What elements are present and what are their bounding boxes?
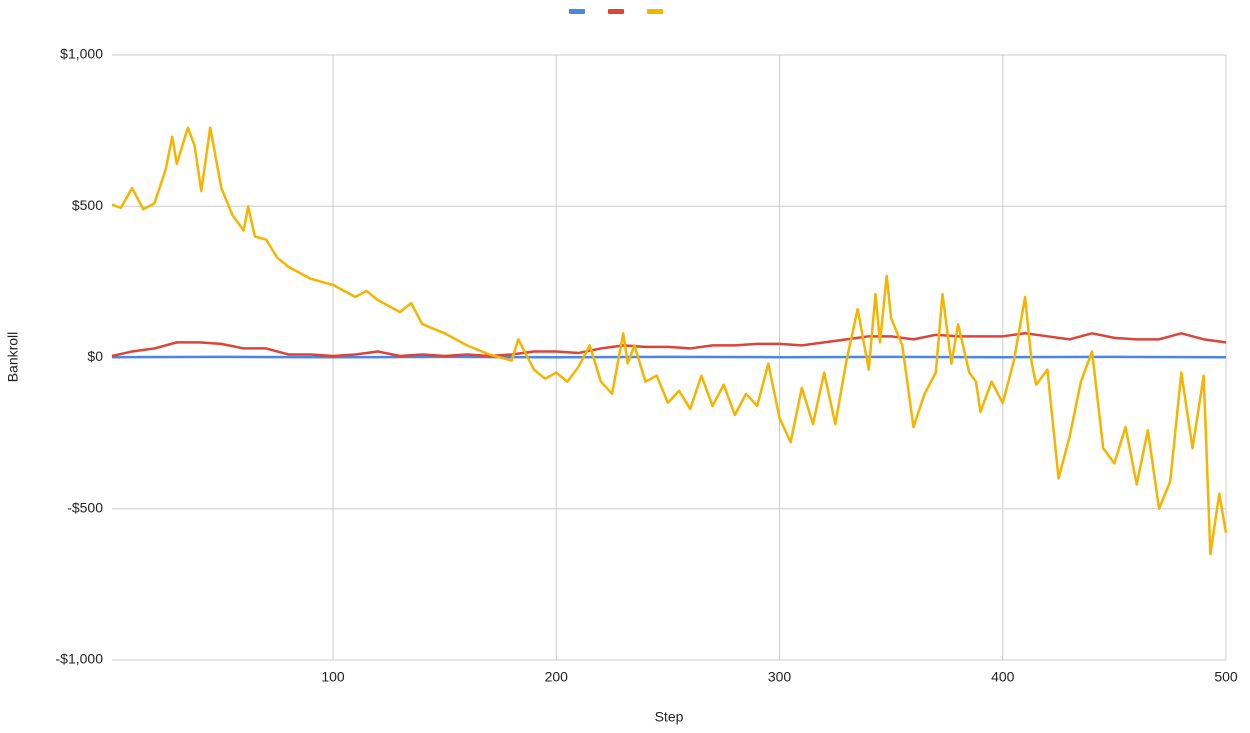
legend-swatch [608, 9, 624, 14]
legend-swatch [569, 9, 585, 14]
series-line [111, 332, 1227, 358]
x-axis-label: Step [655, 709, 684, 725]
y-tick-label: $500 [72, 197, 103, 213]
x-tick-label: 200 [545, 669, 569, 685]
y-axis-label: Bankroll [5, 332, 21, 383]
y-tick-label: -$1,000 [56, 651, 104, 667]
x-tick-label: 500 [1214, 669, 1238, 685]
y-tick-label: $1,000 [60, 46, 103, 62]
y-tick-label: -$500 [67, 499, 103, 515]
x-tick-label: 400 [991, 669, 1015, 685]
x-tick-label: 100 [321, 669, 345, 685]
x-tick-label: 300 [768, 669, 792, 685]
series-line [111, 126, 1228, 556]
y-tick-label: $0 [87, 348, 103, 364]
legend-swatch [647, 9, 663, 14]
